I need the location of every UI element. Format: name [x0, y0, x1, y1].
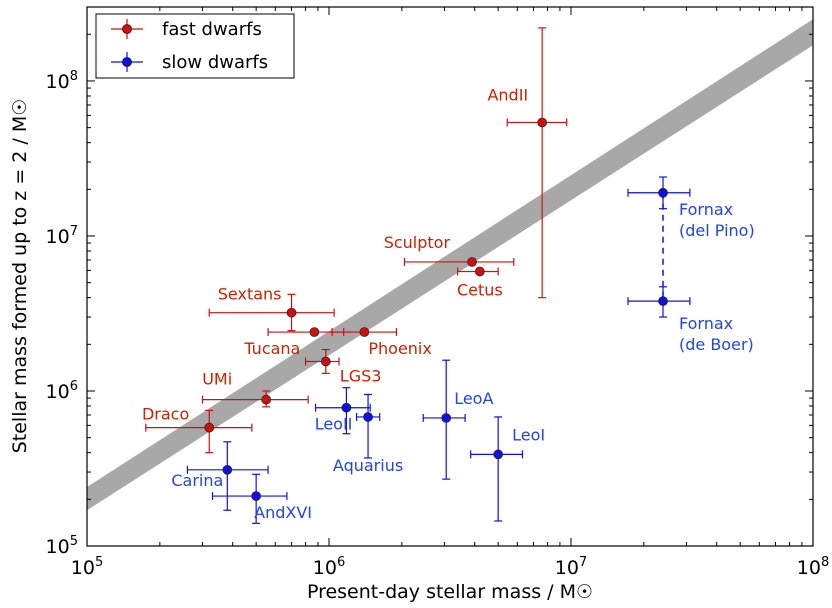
- point-carina: [222, 464, 233, 475]
- point-tucana: [309, 327, 320, 337]
- label-fornax-del-pino: Fornax (del Pino): [679, 200, 755, 240]
- x-tick-label: 106: [313, 555, 345, 579]
- legend-label-slow: slow dwarfs: [162, 52, 268, 73]
- label-sextans: Sextans: [218, 285, 282, 304]
- y-tick-label: 105: [46, 534, 78, 558]
- label-lgs3: LGS3: [340, 366, 382, 385]
- x-tick-label: 108: [797, 555, 829, 579]
- label-aquarius: Aquarius: [333, 456, 403, 475]
- legend-entry-fast: fast dwarfs: [111, 19, 262, 40]
- point-phoenix: [359, 327, 370, 337]
- label-fornax-de-boer: Fornax (de Boer): [679, 314, 754, 354]
- label-cetus: Cetus: [457, 280, 503, 299]
- legend-label-fast: fast dwarfs: [162, 19, 262, 40]
- x-tick-label: 107: [555, 555, 587, 579]
- point-fornax-del-pino: [658, 187, 668, 198]
- point-andxvi: [251, 491, 262, 501]
- label-tucana: Tucana: [243, 339, 300, 358]
- point-andii: [537, 117, 548, 128]
- x-axis-title: Present-day stellar mass / M☉: [307, 581, 593, 603]
- y-tick-label: 107: [46, 224, 78, 248]
- legend-marker-slow: [122, 57, 132, 67]
- point-sextans: [286, 307, 297, 318]
- label-carina: Carina: [171, 471, 223, 490]
- label-leoi: LeoI: [512, 425, 545, 444]
- legend-marker-fast: [122, 24, 132, 34]
- plot-frame: [86, 6, 814, 547]
- label-leoii: LeoII: [315, 415, 353, 434]
- point-cetus: [474, 266, 485, 277]
- point-umi: [261, 394, 272, 405]
- point-leoa: [441, 413, 452, 423]
- point-leoii: [341, 402, 352, 413]
- y-axis-title: Stellar mass formed up to z = 2 / M☉: [9, 99, 31, 454]
- point-lgs3: [320, 356, 331, 367]
- point-fornax-de-boer: [658, 296, 668, 306]
- label-draco: Draco: [142, 405, 189, 424]
- label-andxvi: AndXVI: [254, 503, 312, 522]
- label-andii: AndII: [487, 85, 528, 104]
- label-umi: UMi: [202, 370, 232, 389]
- y-tick-label: 106: [46, 379, 78, 403]
- point-draco: [204, 422, 215, 433]
- label-phoenix: Phoenix: [368, 339, 431, 358]
- y-tick-label: 108: [46, 69, 78, 93]
- label-leoa: LeoA: [454, 389, 493, 408]
- point-aquarius: [363, 412, 373, 422]
- legend: fast dwarfs slow dwarfs: [95, 13, 295, 79]
- x-tick-label: 105: [71, 555, 103, 579]
- legend-entry-slow: slow dwarfs: [111, 52, 268, 73]
- point-leoi: [493, 449, 504, 460]
- model-band: [87, 19, 813, 511]
- point-sculptor: [467, 257, 477, 267]
- label-sculptor: Sculptor: [384, 233, 451, 252]
